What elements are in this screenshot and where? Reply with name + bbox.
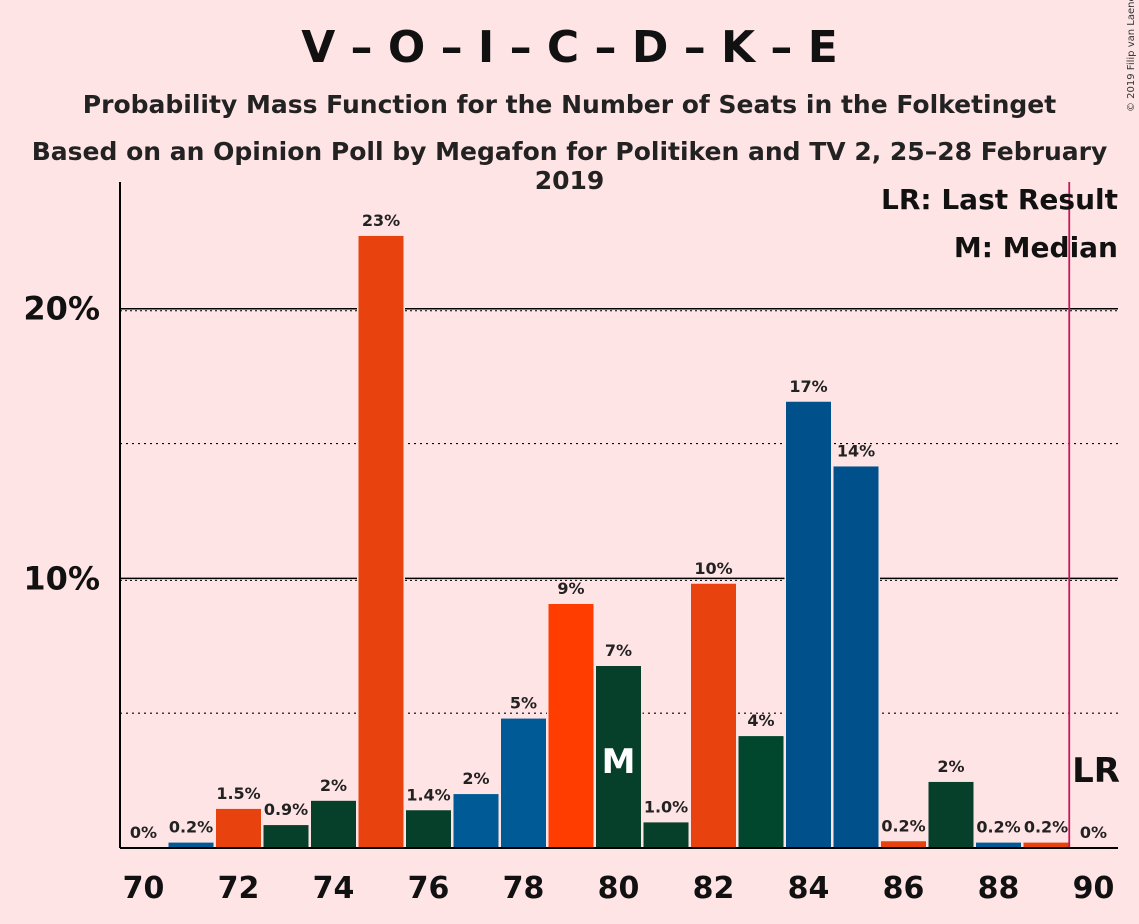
bar-78 <box>501 718 546 848</box>
data-label-79: 9% <box>557 579 584 598</box>
data-label-84: 17% <box>789 377 827 396</box>
data-label-82: 10% <box>694 559 732 578</box>
x-tick-label: 90 <box>1073 871 1115 906</box>
bar-85 <box>833 466 879 848</box>
bar-74 <box>311 800 356 848</box>
bar-72 <box>216 808 261 848</box>
bar-77 <box>453 794 499 848</box>
y-tick-label: 20% <box>23 290 100 328</box>
legend-last-result: LR: Last Result <box>881 183 1118 216</box>
data-labels: 0% 0.2%1.5%0.9%2%23%1.4%2%5%9%7%1.0%10%4%… <box>130 211 1107 842</box>
axes: 10% 20% LR 70 72 74 76 78 80 82 84 86 88 90 <box>23 182 1120 906</box>
data-label-73: 0.9% <box>264 800 308 819</box>
data-label-72: 1.5% <box>216 784 260 803</box>
x-tick-label: 84 <box>788 871 830 906</box>
bar-84 <box>786 401 831 848</box>
x-tick-label: 86 <box>883 871 925 906</box>
chart-source: Based on an Opinion Poll by Megafon for … <box>31 137 1108 195</box>
median-marker: M <box>602 742 636 782</box>
data-label-70: 0% <box>130 823 157 842</box>
data-label-88: 0.2% <box>976 818 1020 837</box>
data-label-80: 7% <box>605 641 632 660</box>
x-tick-label: 88 <box>978 871 1020 906</box>
bar-88 <box>976 842 1021 848</box>
y-tick-label: 10% <box>23 559 100 597</box>
chart-title: V – O – I – C – D – K – E <box>301 22 838 73</box>
bar-71 <box>168 842 214 848</box>
bar-81 <box>643 822 689 848</box>
bar-82 <box>691 583 736 848</box>
bar-75 <box>358 235 404 848</box>
bar-73 <box>263 825 309 848</box>
bar-79 <box>548 603 594 848</box>
x-tick-label: 74 <box>313 871 355 906</box>
data-label-71: 0.2% <box>169 818 213 837</box>
x-tick-label: 70 <box>123 871 165 906</box>
bar-series <box>167 234 1070 848</box>
last-result-marker: LR <box>1072 751 1120 791</box>
x-tick-label: 78 <box>503 871 545 906</box>
data-label-90: 0% <box>1080 823 1107 842</box>
bar-86 <box>881 841 926 848</box>
x-tick-label: 76 <box>408 871 450 906</box>
data-label-76: 1.4% <box>406 785 450 804</box>
data-label-83: 4% <box>747 711 774 730</box>
data-label-85: 14% <box>837 441 875 460</box>
chart-subtitle: Probability Mass Function for the Number… <box>82 90 1057 119</box>
data-label-77: 2% <box>462 769 489 788</box>
data-label-81: 1.0% <box>644 797 688 816</box>
bar-89 <box>1023 842 1069 848</box>
data-label-74: 2% <box>320 776 347 795</box>
legend-median: M: Median <box>954 231 1118 264</box>
data-label-75: 23% <box>362 211 400 230</box>
data-label-78: 5% <box>510 694 537 713</box>
data-label-89: 0.2% <box>1024 818 1068 837</box>
x-tick-label: 80 <box>598 871 640 906</box>
x-tick-label: 82 <box>693 871 735 906</box>
x-tick-label: 72 <box>218 871 260 906</box>
bar-80 <box>596 665 641 848</box>
data-label-86: 0.2% <box>881 816 925 835</box>
bar-76 <box>406 810 451 848</box>
bar-87 <box>928 781 974 848</box>
data-label-87: 2% <box>937 757 964 776</box>
bar-83 <box>738 736 784 848</box>
